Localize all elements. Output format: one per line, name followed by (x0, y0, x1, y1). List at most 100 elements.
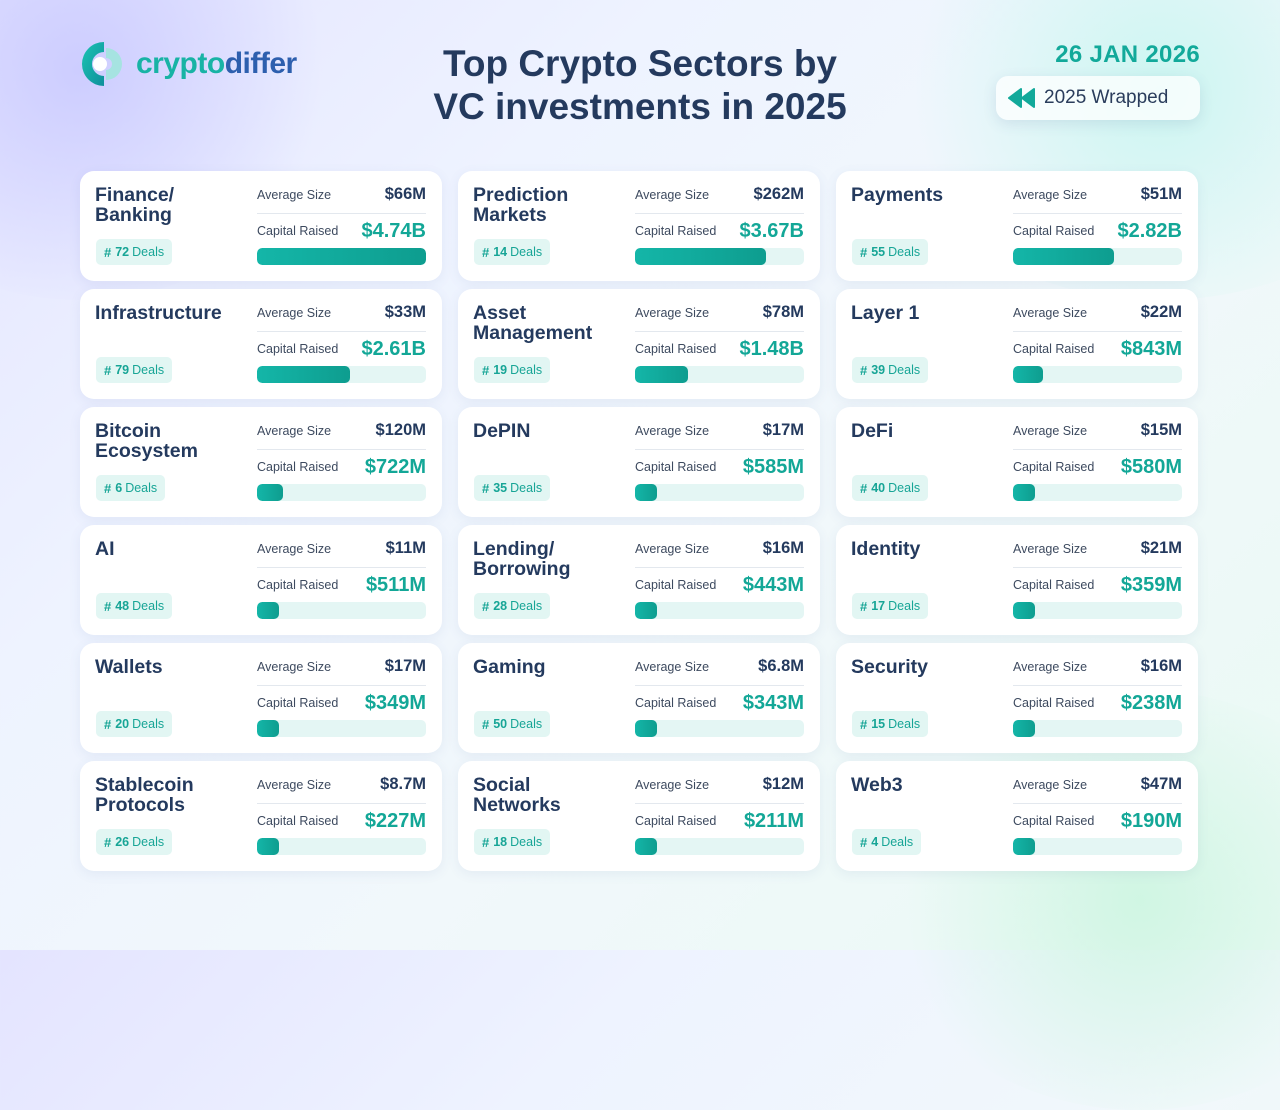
wrapped-badge: 2025 Wrapped (996, 76, 1200, 120)
deals-count: 15 (871, 717, 886, 731)
capital-bar (257, 602, 279, 619)
row-divider (1013, 567, 1182, 568)
capital-bar (635, 366, 688, 383)
capital-bar-track (635, 366, 804, 383)
sector-name-line: DePIN (473, 420, 531, 442)
deals-label: Deals (132, 835, 165, 849)
row-divider (1013, 331, 1182, 332)
sector-name-line: Management (473, 322, 593, 344)
deals-count: 26 (115, 835, 130, 849)
sector-card: Finance/Banking #72 Deals Average Size $66M C… (80, 171, 442, 281)
hash-icon: # (104, 598, 112, 614)
capital-raised-value: $238M (1120, 692, 1182, 714)
deals-badge: #14 Deals (474, 239, 551, 265)
row-divider (635, 213, 804, 214)
capital-raised-value: $580M (1120, 456, 1182, 478)
rewind-icon (1008, 88, 1035, 108)
brand-wordmark: cryptodiffer (136, 47, 297, 80)
sector-name: DePIN (473, 421, 623, 441)
average-size-label: Average Size (257, 660, 332, 674)
sector-name-line: Bitcoin (95, 420, 162, 442)
sector-name-line: Stablecoin (95, 774, 194, 796)
average-size-value: $120M (375, 421, 426, 439)
sector-name-line: Security (851, 656, 928, 678)
capital-bar-track (1013, 838, 1182, 855)
sector-card: Web3 #4 Deals Average Size $47M Capital Raise… (836, 761, 1198, 871)
row-divider (257, 449, 426, 450)
deals-count: 48 (115, 599, 130, 613)
capital-raised-label: Capital Raised (635, 342, 717, 356)
deals-label: Deals (888, 717, 921, 731)
deals-label: Deals (510, 245, 543, 259)
hash-icon: # (104, 834, 112, 850)
average-size-value: $33M (384, 303, 426, 321)
capital-raised-value: $343M (742, 692, 804, 714)
capital-raised-value: $190M (1120, 810, 1182, 832)
sector-grid: Finance/Banking #72 Deals Average Size $66M C… (80, 171, 1198, 871)
sector-name-line: Networks (473, 794, 561, 816)
average-size-value: $78M (762, 303, 804, 321)
capital-bar (635, 602, 657, 619)
average-size-value: $17M (762, 421, 804, 439)
sector-name: Asset Management (473, 303, 623, 343)
hash-icon: # (860, 834, 868, 850)
capital-bar-track (257, 484, 426, 501)
sector-card: Prediction Markets #14 Deals Average Size $26… (458, 171, 820, 281)
capital-raised-label: Capital Raised (257, 578, 339, 592)
deals-badge: #15 Deals (852, 711, 929, 737)
row-divider (635, 449, 804, 450)
sector-name-line: DeFi (851, 420, 894, 442)
capital-bar (635, 838, 657, 855)
capital-bar-track (1013, 248, 1182, 265)
deals-count: 20 (115, 717, 130, 731)
hash-icon: # (860, 598, 868, 614)
deals-count: 55 (871, 245, 886, 259)
deals-count: 6 (115, 481, 123, 495)
sector-card: Social Networks #18 Deals Average Size $12M Ca… (458, 761, 820, 871)
deals-badge: #48 Deals (96, 593, 173, 619)
average-size-label: Average Size (257, 424, 332, 438)
capital-raised-label: Capital Raised (1013, 224, 1095, 238)
deals-badge: #18 Deals (474, 829, 551, 855)
sector-card: Bitcoin Ecosystem #6 Deals Average Size $120M… (80, 407, 442, 517)
sector-name-line: Identity (851, 538, 921, 560)
capital-raised-label: Capital Raised (1013, 460, 1095, 474)
capital-bar-track (635, 838, 804, 855)
capital-bar (1013, 720, 1035, 737)
average-size-label: Average Size (1013, 542, 1088, 556)
capital-raised-value: $722M (364, 456, 426, 478)
deals-badge: #39 Deals (852, 357, 929, 383)
average-size-label: Average Size (257, 306, 332, 320)
deals-badge: #20 Deals (96, 711, 173, 737)
capital-bar (635, 248, 766, 265)
sector-name-line: Lending/ (473, 538, 555, 560)
sector-card: Payments #55 Deals Average Size $51M Capital … (836, 171, 1198, 281)
average-size-value: $12M (762, 775, 804, 793)
average-size-value: $15M (1140, 421, 1182, 439)
capital-raised-label: Capital Raised (257, 814, 339, 828)
sector-name-line: AI (95, 538, 115, 560)
deals-badge: #72 Deals (96, 239, 173, 265)
average-size-value: $51M (1140, 185, 1182, 203)
capital-raised-label: Capital Raised (635, 460, 717, 474)
average-size-label: Average Size (635, 188, 710, 202)
capital-bar-track (257, 366, 426, 383)
average-size-label: Average Size (635, 542, 710, 556)
sector-card: AI #48 Deals Average Size $11M Capital Raised… (80, 525, 442, 635)
capital-bar-track (1013, 720, 1182, 737)
average-size-value: $11M (385, 539, 426, 557)
deals-label: Deals (881, 835, 914, 849)
sector-name: Identity (851, 539, 1001, 559)
capital-bar-track (635, 484, 804, 501)
deals-badge: #17 Deals (852, 593, 929, 619)
capital-raised-value: $349M (364, 692, 426, 714)
row-divider (635, 331, 804, 332)
sector-name: Prediction Markets (473, 185, 623, 225)
deals-badge: #26 Deals (96, 829, 173, 855)
deals-label: Deals (888, 245, 921, 259)
capital-raised-value: $2.82B (1117, 220, 1183, 242)
capital-bar (635, 484, 657, 501)
capital-raised-label: Capital Raised (1013, 814, 1095, 828)
sector-card: Infrastructure #79 Deals Average Size $33M Ca… (80, 289, 442, 399)
average-size-value: $8.7M (380, 775, 426, 793)
